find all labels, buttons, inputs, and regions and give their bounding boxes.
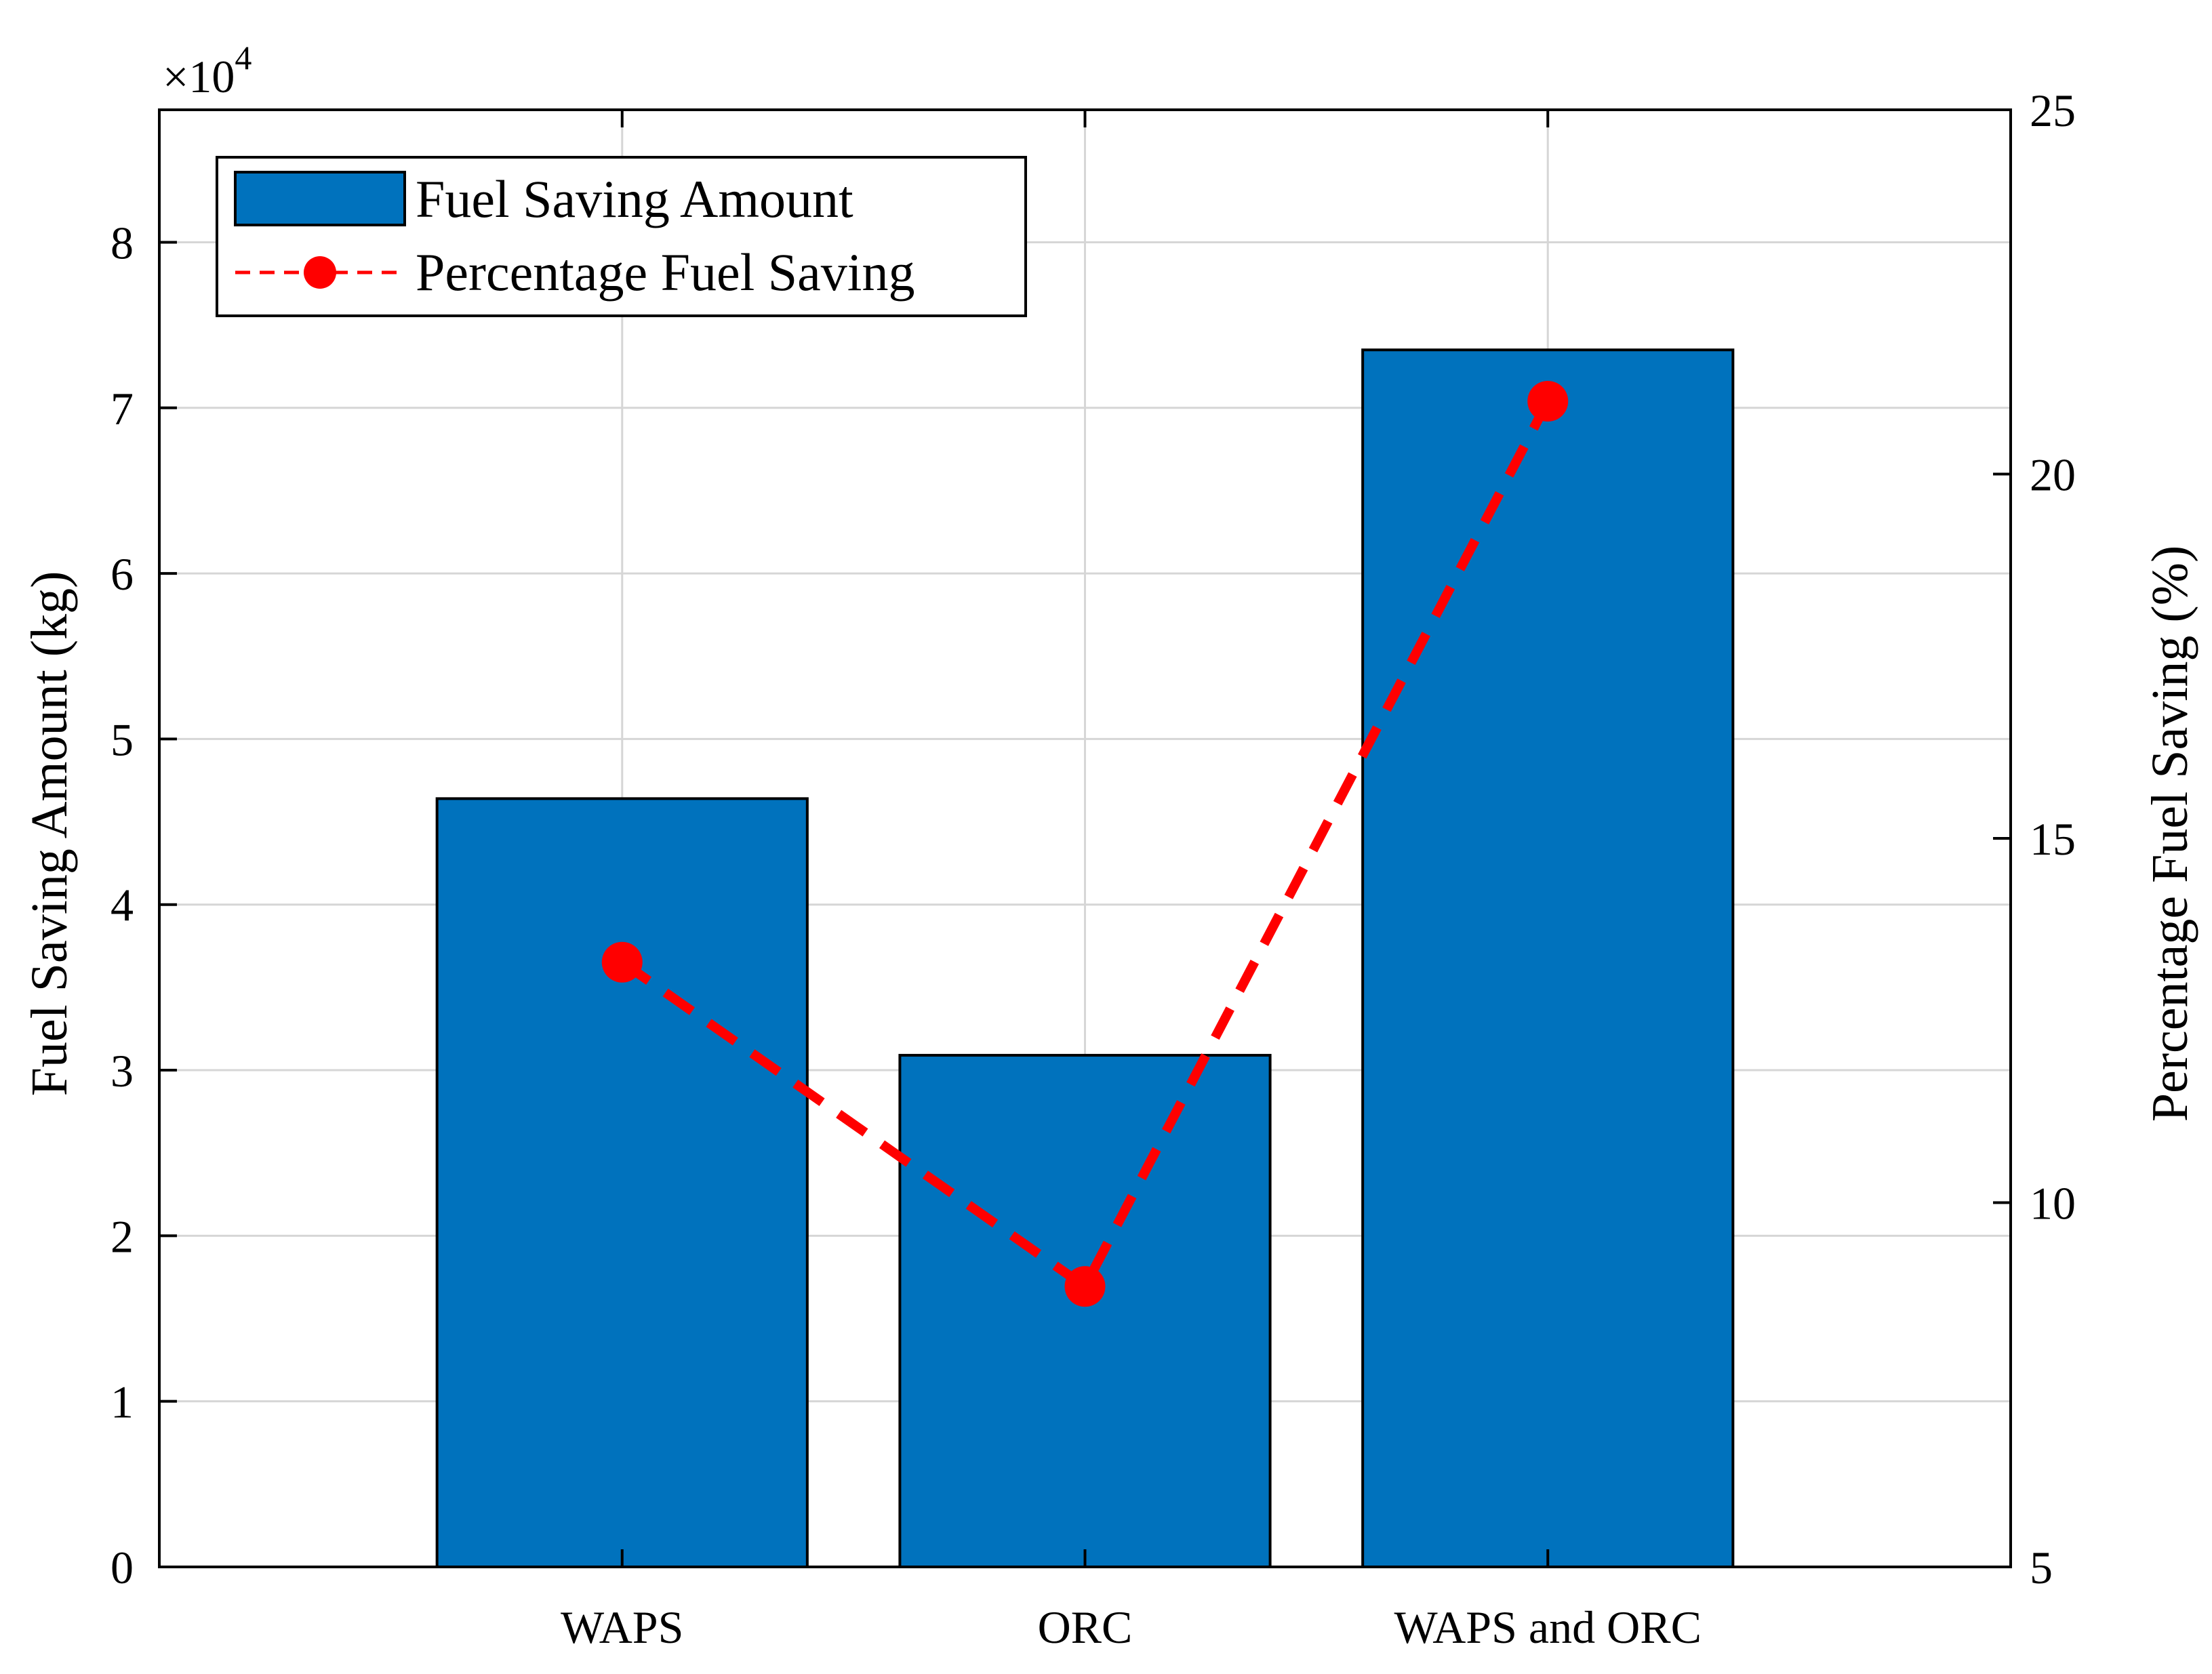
tick-labels: 0 1 2 3 4 5 6 7 8 5 10 15 20 25 WAPS ORC WAPS and ORC: [110, 85, 2076, 1653]
percentage-point: [601, 941, 643, 983]
x-tick-label: WAPS: [561, 1601, 683, 1653]
y2-tick-label: 5: [2030, 1542, 2053, 1593]
y-tick-label: 5: [110, 714, 134, 765]
percentage-line: [601, 381, 1569, 1307]
x-tick-label: WAPS and ORC: [1394, 1601, 1702, 1653]
bar-fuel-saving-amount: [898, 1054, 1272, 1568]
legend-bar-swatch: [234, 171, 406, 226]
bars: [435, 348, 1735, 1568]
y-axis-title: Fuel Saving Amount (kg): [21, 571, 78, 1097]
y-tick-label: 2: [110, 1210, 134, 1262]
legend-marker-swatch: [304, 256, 336, 289]
axes: [158, 108, 2012, 1568]
y-tick-label: 7: [110, 383, 134, 434]
legend-label-fuel-saving-amount: Fuel Saving Amount: [416, 169, 853, 228]
y2-tick-label: 15: [2030, 813, 2076, 865]
y2-tick-label: 10: [2030, 1178, 2076, 1229]
y-tick-label: 8: [110, 217, 134, 268]
y-tick-label: 6: [110, 548, 134, 600]
percentage-line-path: [619, 399, 1552, 1294]
legend-label-percentage-fuel-saving: Percentage Fuel Saving: [416, 243, 914, 302]
y2-tick-label: 20: [2030, 449, 2076, 501]
bar-fuel-saving-amount: [1361, 348, 1735, 1568]
legend: Fuel Saving Amount Percentage Fuel Savin…: [216, 156, 1027, 317]
y-tick-label: 1: [110, 1376, 134, 1428]
y2-tick-label: 25: [2030, 85, 2076, 136]
y-multiplier: ×104: [163, 39, 252, 102]
y-tick-label: 3: [110, 1045, 134, 1097]
y-tick-label: 4: [110, 880, 134, 931]
y2-axis-title: Percentage Fuel Saving (%): [2141, 546, 2198, 1122]
x-tick-label: ORC: [1038, 1601, 1133, 1653]
percentage-point: [1527, 381, 1569, 422]
y-tick-label: 0: [110, 1542, 134, 1593]
bar-fuel-saving-amount: [435, 797, 809, 1568]
percentage-point: [1064, 1266, 1106, 1307]
